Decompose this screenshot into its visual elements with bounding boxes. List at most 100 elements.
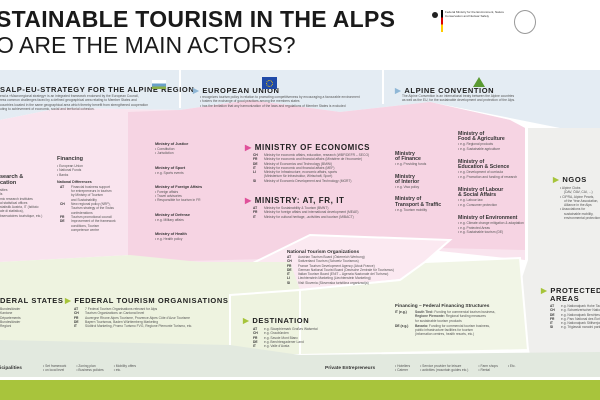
text: confederations: [71, 210, 93, 215]
list-item: of the Year Association,: [564, 198, 599, 203]
ministry-title: Ministry of Defense: [155, 212, 191, 217]
item-text: e.g. Nationalpark Stilfserjoch: [561, 321, 600, 326]
country-code: IT: [287, 272, 290, 277]
list-item: CH Tourism Organizations on Cantonal leve…: [74, 311, 228, 315]
text: New regional policy (NRP),: [71, 202, 111, 207]
eu-title: ▶ EUROPEAN UNION: [193, 86, 280, 95]
list-item: Service provider for leisure: [420, 364, 468, 368]
text: Ministry of Labour: [458, 187, 504, 193]
text: Tourism strategy of the Swiss: [71, 206, 114, 211]
ministry-title: Ministry of Interior: [395, 174, 441, 185]
country-code: AT: [287, 255, 292, 259]
atfrit-title: ▶ MINISTRY: AT, FR, IT: [245, 196, 345, 205]
line: South Tirol: Funding for commercial tour…: [415, 310, 495, 314]
eusalp-logo-icon: [152, 80, 166, 89]
list-item: e.g. Promotion and funding of research: [458, 175, 524, 179]
ministry-items: e.g. Visa policy: [395, 185, 441, 189]
fed-financing-block: Financing – Federal Financing Structures…: [395, 304, 496, 337]
nd-text: New regional policy (NRP), Tourism strate…: [71, 202, 114, 215]
national-difference: DE Improvement of the framework conditions…: [60, 219, 116, 232]
list-item: AT e.g. Nationalpark Hohe Tauern: [550, 304, 600, 308]
country-code: IT: [253, 344, 256, 349]
destination-block: ▶ DESTINATION AT e.g. Slowphiemark Großes …: [243, 316, 318, 349]
country-code: FR: [550, 316, 555, 321]
country-code: AT: [253, 206, 258, 210]
research-block: search & cation sities ls mic research inst…: [0, 174, 43, 218]
item-text: (Ministerium für Infrastruktur, Wirtscha…: [264, 174, 333, 179]
ministry-title: Ministry of Education & Science: [458, 159, 524, 171]
country-code: IT: [253, 214, 256, 219]
country-code: SI: [253, 178, 257, 183]
list-item: Alliance in the Alps: [564, 203, 592, 208]
list-item: IT Italian Tourism Board (ENIT – Agenzia …: [287, 272, 394, 276]
text: Ministry: [395, 151, 415, 157]
ministry-logo: Federal Ministry for the Environment, Na…: [432, 10, 504, 34]
ministry-title: Ministry of Transport & Traffic: [395, 196, 441, 208]
municipalities-list: Set frameworkon local level Zoning planBu…: [43, 364, 136, 373]
list-item: e.g. Labour law: [458, 198, 524, 202]
financing-row: IT (e.g.) South Tirol: Funding for commer…: [395, 310, 495, 323]
list-item: e.g. Development of curricula: [458, 170, 524, 174]
country-code: DE: [74, 319, 79, 324]
list-item: LI Ministry for Infrastructure, economic …: [253, 170, 369, 174]
ministry-title: Ministry of Finance: [395, 151, 441, 162]
item-text: 7 Federal Tourism Organisations relevant…: [85, 307, 158, 311]
list-item: DE e.g. Nationalpark Berchtesgaden: [550, 313, 600, 317]
ministry-title: Ministry of Environment: [458, 215, 524, 221]
country-code: FR: [60, 214, 65, 219]
text: public infrastructure facilities for tou…: [415, 328, 473, 333]
list-item: activities (mountain guides etc.): [420, 368, 468, 372]
national-difference: AT Financial business support for entrepre…: [60, 185, 116, 202]
line: Regione Piemonte: Regional funding measu…: [415, 314, 495, 318]
list-item: e.g. Sustainable tourism (DE): [458, 230, 524, 234]
list-item: e.g. Military affairs: [155, 218, 235, 222]
atfrit-list: AT Ministry for Sustainability & Tourism …: [253, 206, 359, 219]
ministry-title: Ministry of Sport: [155, 165, 186, 170]
ministry-items: e.g. Climate change mitigation & adaptat…: [458, 221, 524, 234]
item-text: e.g. Parc National des Écrins: [561, 316, 600, 321]
text: Ministry of: [395, 196, 422, 203]
ministry-block: Ministry of Healthe.g. Health policy: [155, 232, 235, 241]
alpine-convention-logo-icon: [473, 77, 485, 87]
item-text: e.g. Schweizerischer Nationalpark: [561, 308, 600, 313]
country-code: IT: [550, 321, 553, 326]
list-item: FR Auvergne Rhone Alpes Tourisme, Provenc…: [74, 316, 228, 320]
country-code: DE (e.g.): [395, 323, 409, 328]
alpine-logo-icon: [514, 10, 536, 34]
item-text: Ministry for economic and financial affa…: [264, 165, 335, 170]
strategy-text: eral a »Macroregional strategy« is an in…: [0, 94, 149, 111]
national-difference: CH New regional policy (NRP), Tourism stra…: [60, 202, 116, 215]
list-item: environmental protection: [564, 216, 600, 221]
item-text: e.g. Valle d'Aosta: [264, 344, 290, 349]
list-item: (DAV, ÖAV, CAI, ...): [564, 190, 593, 195]
financing-text: Bavaria: Funding for commercial tourism …: [415, 324, 490, 337]
list-item: Rental: [478, 368, 497, 372]
line: public infrastructure facilities for tou…: [415, 328, 490, 332]
text: Financial business support: [71, 184, 111, 189]
nd-text: Financial business support for entreprene…: [71, 185, 112, 202]
item-text: Ministry for economic and financial affa…: [264, 157, 363, 162]
country-code: AT: [253, 327, 258, 331]
item-text: France Tourism Development Agency (Atout…: [298, 263, 375, 268]
small-ministries: Ministry of JusticeConstitutionJurisdict…: [155, 142, 235, 251]
list-item: FR e.g. Savoie Mont Blanc: [253, 336, 318, 340]
list-item: Jurisdiction: [155, 151, 235, 155]
item-text: Italian Tourism Board (ENIT – Agenzia Na…: [298, 272, 389, 277]
country-code: SI: [550, 325, 554, 330]
list-item: sustainable mobility,: [564, 211, 594, 216]
country-code: AT: [550, 304, 555, 308]
text: Education & Science: [458, 164, 510, 171]
list-item: Responsible for tourism in FR: [155, 198, 235, 202]
list-item: FR e.g. Parc National des Écrins: [550, 317, 600, 321]
list-item: Caterer: [395, 368, 410, 372]
alpine-convention-title: ▶ ALPINE CONVENTION: [395, 86, 495, 95]
ministry-block: Ministry of Sporte.g. Sports events: [155, 166, 235, 175]
ministry-title: Ministry of Labour & Social Affairs: [458, 187, 524, 198]
label: South Tirol:: [415, 310, 434, 314]
financing-row: DE (e.g.) Bavaria: Funding for commercial…: [395, 324, 495, 337]
